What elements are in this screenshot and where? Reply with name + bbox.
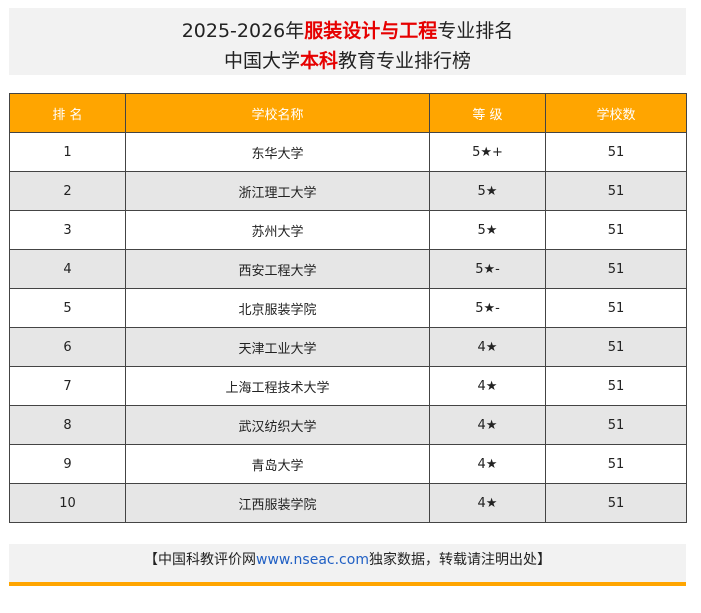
title-suffix: 专业排名 xyxy=(437,20,514,42)
ranking-table: 排 名 学校名称 等 级 学校数 1 东华大学 5★+ 51 2 浙江理工大学 … xyxy=(9,93,687,523)
table-row: 10 江西服装学院 4★ 51 xyxy=(9,483,687,523)
table-row: 3 苏州大学 5★ 51 xyxy=(9,210,687,250)
cell-school: 北京服装学院 xyxy=(125,288,430,328)
title-year: 2025-2026年 xyxy=(181,20,305,42)
cell-grade: 4★ xyxy=(429,327,546,367)
cell-rank: 9 xyxy=(9,444,126,484)
cell-school: 青岛大学 xyxy=(125,444,430,484)
table-row: 6 天津工业大学 4★ 51 xyxy=(9,327,687,367)
column-header-count: 学校数 xyxy=(545,93,687,133)
cell-count: 51 xyxy=(545,405,687,445)
subtitle-prefix: 中国大学 xyxy=(223,50,300,72)
source-site-link[interactable]: www.nseac.com xyxy=(256,552,369,568)
page-title: 2025-2026年服装设计与工程专业排名 xyxy=(9,16,686,43)
cell-rank: 8 xyxy=(9,405,126,445)
cell-rank: 6 xyxy=(9,327,126,367)
cell-grade: 5★+ xyxy=(429,132,546,172)
cell-count: 51 xyxy=(545,210,687,250)
cell-count: 51 xyxy=(545,483,687,523)
table-row: 4 西安工程大学 5★- 51 xyxy=(9,249,687,289)
source-footer: 【中国科教评价网www.nseac.com独家数据，转载请注明出处】 xyxy=(9,544,686,586)
cell-grade: 5★- xyxy=(429,288,546,328)
column-header-rank: 排 名 xyxy=(9,93,126,133)
cell-rank: 2 xyxy=(9,171,126,211)
cell-count: 51 xyxy=(545,132,687,172)
subtitle-level: 本科 xyxy=(299,50,338,72)
cell-grade: 5★- xyxy=(429,249,546,289)
cell-school: 上海工程技术大学 xyxy=(125,366,430,406)
footer-prefix: 【中国科教评价网 xyxy=(144,552,257,568)
title-major: 服装设计与工程 xyxy=(304,20,438,42)
cell-rank: 4 xyxy=(9,249,126,289)
cell-rank: 5 xyxy=(9,288,126,328)
column-header-grade: 等 级 xyxy=(429,93,546,133)
cell-count: 51 xyxy=(545,327,687,367)
cell-count: 51 xyxy=(545,366,687,406)
footer-notice: 独家数据，转载请注明出处】 xyxy=(368,552,551,568)
cell-rank: 7 xyxy=(9,366,126,406)
column-header-school: 学校名称 xyxy=(125,93,430,133)
cell-rank: 1 xyxy=(9,132,126,172)
cell-school: 江西服装学院 xyxy=(125,483,430,523)
cell-school: 浙江理工大学 xyxy=(125,171,430,211)
table-row: 8 武汉纺织大学 4★ 51 xyxy=(9,405,687,445)
cell-count: 51 xyxy=(545,249,687,289)
cell-grade: 4★ xyxy=(429,366,546,406)
cell-school: 东华大学 xyxy=(125,132,430,172)
table-row: 2 浙江理工大学 5★ 51 xyxy=(9,171,687,211)
page-header: 2025-2026年服装设计与工程专业排名 中国大学本科教育专业排行榜 xyxy=(9,8,686,75)
cell-grade: 4★ xyxy=(429,444,546,484)
subtitle-suffix: 教育专业排行榜 xyxy=(338,50,472,72)
table-header-row: 排 名 学校名称 等 级 学校数 xyxy=(9,93,687,133)
cell-grade: 4★ xyxy=(429,483,546,523)
table-row: 1 东华大学 5★+ 51 xyxy=(9,132,687,172)
cell-grade: 5★ xyxy=(429,210,546,250)
cell-school: 武汉纺织大学 xyxy=(125,405,430,445)
table-row: 7 上海工程技术大学 4★ 51 xyxy=(9,366,687,406)
cell-grade: 5★ xyxy=(429,171,546,211)
cell-school: 苏州大学 xyxy=(125,210,430,250)
cell-school: 天津工业大学 xyxy=(125,327,430,367)
cell-count: 51 xyxy=(545,288,687,328)
cell-rank: 3 xyxy=(9,210,126,250)
cell-count: 51 xyxy=(545,171,687,211)
table-row: 9 青岛大学 4★ 51 xyxy=(9,444,687,484)
table-row: 5 北京服装学院 5★- 51 xyxy=(9,288,687,328)
cell-rank: 10 xyxy=(9,483,126,523)
cell-count: 51 xyxy=(545,444,687,484)
cell-school: 西安工程大学 xyxy=(125,249,430,289)
cell-grade: 4★ xyxy=(429,405,546,445)
page-subtitle: 中国大学本科教育专业排行榜 xyxy=(9,46,686,73)
